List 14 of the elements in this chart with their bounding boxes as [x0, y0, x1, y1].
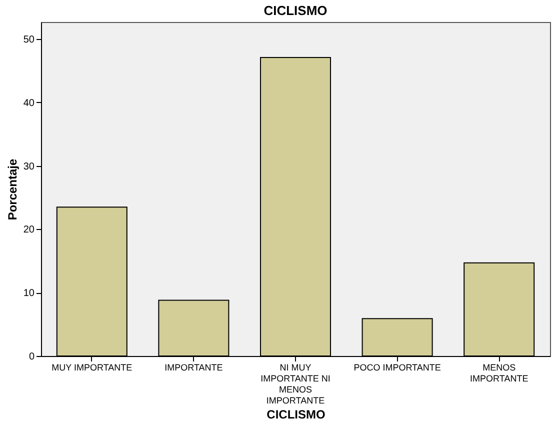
y-tick-label: 10	[23, 288, 35, 300]
x-tick-label: POCO IMPORTANTE	[354, 362, 441, 372]
y-tick-label: 0	[28, 352, 35, 362]
x-tick-label: NI MUY IMPORTANTE NI MENOS IMPORTANTE	[260, 362, 330, 406]
y-axis-title: Porcentaje	[5, 158, 20, 220]
x-axis-title: CICLISMO	[266, 408, 326, 422]
y-tick-label: 50	[23, 34, 35, 46]
chart-title: CICLISMO	[264, 3, 328, 18]
y-tick-label: 20	[23, 224, 35, 236]
x-tick-label: MENOS IMPORTANTE	[470, 362, 528, 384]
y-tick-label: 30	[23, 161, 35, 172]
x-tick-label: MUY IMPORTANTE	[52, 362, 132, 372]
x-tick-label: IMPORTANTE	[164, 362, 223, 372]
y-tick-label: 40	[23, 98, 35, 109]
